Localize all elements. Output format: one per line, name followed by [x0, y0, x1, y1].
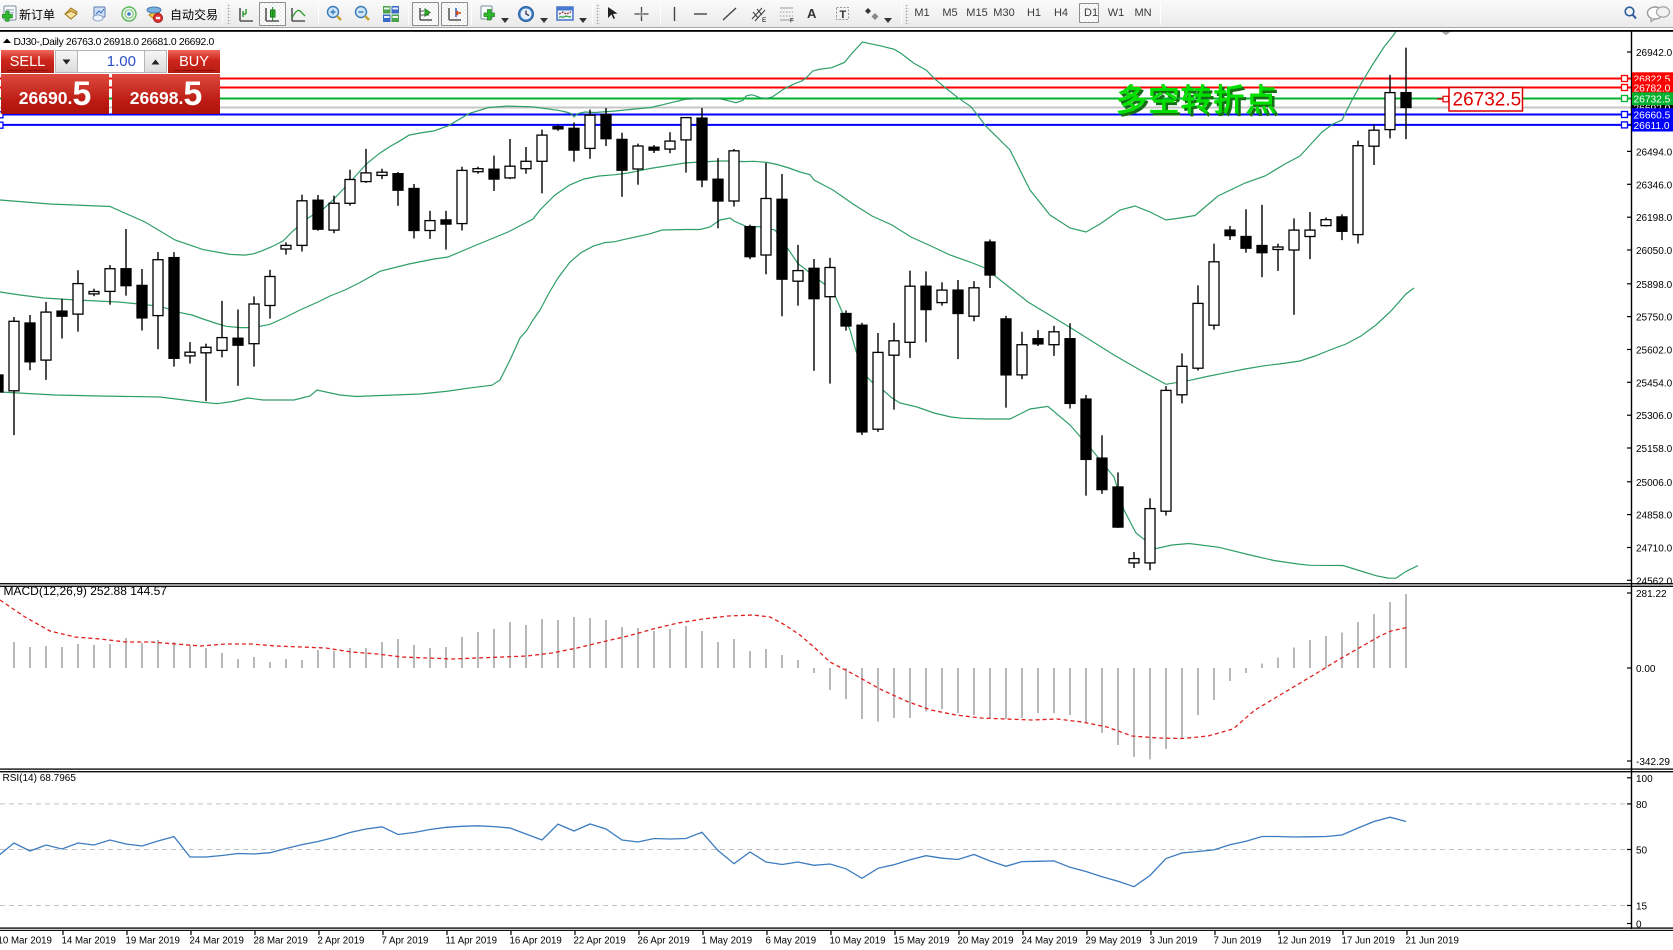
svg-text:25750.0: 25750.0 [1636, 313, 1673, 324]
svg-text:25158.0: 25158.0 [1636, 444, 1673, 455]
svg-text:80: 80 [1636, 800, 1648, 811]
svg-text:20 May 2019: 20 May 2019 [958, 936, 1014, 947]
svg-text:26660.5: 26660.5 [1634, 111, 1671, 122]
svg-text:10 May 2019: 10 May 2019 [830, 936, 886, 947]
svg-text:25306.0: 25306.0 [1636, 411, 1673, 422]
svg-text:22 Apr 2019: 22 Apr 2019 [574, 936, 626, 947]
svg-text:1 May 2019: 1 May 2019 [702, 936, 753, 947]
svg-text:24 Mar 2019: 24 Mar 2019 [190, 936, 244, 947]
svg-text:29 May 2019: 29 May 2019 [1086, 936, 1142, 947]
svg-text:26050.0: 26050.0 [1636, 246, 1673, 257]
svg-text:26 Apr 2019: 26 Apr 2019 [638, 936, 690, 947]
svg-text:10 Mar 2019: 10 Mar 2019 [0, 936, 52, 947]
svg-text:DJ30-,Daily 26763.0 26918.0 2: DJ30-,Daily 26763.0 26918.0 26681.0 2669… [14, 37, 215, 48]
svg-text:26732.5: 26732.5 [1453, 90, 1522, 111]
svg-text:26611.0: 26611.0 [1634, 121, 1670, 132]
svg-text:25602.0: 25602.0 [1636, 346, 1673, 357]
svg-text:26822.5: 26822.5 [1634, 75, 1671, 86]
svg-text:26198.0: 26198.0 [1636, 213, 1673, 224]
svg-text:26494.0: 26494.0 [1636, 147, 1673, 158]
svg-text:-342.29: -342.29 [1636, 757, 1670, 768]
svg-text:26782.0: 26782.0 [1634, 84, 1671, 95]
svg-text:21 Jun 2019: 21 Jun 2019 [1406, 936, 1459, 947]
svg-text:多空转折点: 多空转折点 [1119, 86, 1281, 121]
svg-text:12 Jun 2019: 12 Jun 2019 [1278, 936, 1331, 947]
svg-text:26732.5: 26732.5 [1634, 95, 1671, 106]
svg-text:15: 15 [1636, 902, 1648, 913]
svg-text:7 Jun 2019: 7 Jun 2019 [1214, 936, 1262, 947]
svg-text:2 Apr 2019: 2 Apr 2019 [318, 936, 365, 947]
svg-text:281.22: 281.22 [1636, 589, 1667, 600]
svg-text:15 May 2019: 15 May 2019 [894, 936, 950, 947]
svg-text:11 Apr 2019: 11 Apr 2019 [446, 936, 498, 947]
svg-text:25898.0: 25898.0 [1636, 280, 1673, 291]
svg-text:50: 50 [1636, 846, 1648, 857]
svg-text:24710.0: 24710.0 [1636, 544, 1673, 555]
svg-text:RSI(14) 68.7965: RSI(14) 68.7965 [3, 773, 77, 784]
svg-text:16 Apr 2019: 16 Apr 2019 [510, 936, 562, 947]
svg-text:19 Mar 2019: 19 Mar 2019 [126, 936, 180, 947]
svg-text:14 Mar 2019: 14 Mar 2019 [62, 936, 116, 947]
svg-text:6 May 2019: 6 May 2019 [766, 936, 817, 947]
svg-text:24562.0: 24562.0 [1636, 576, 1673, 587]
svg-text:26346.0: 26346.0 [1636, 180, 1673, 191]
svg-text:0: 0 [1636, 920, 1642, 931]
svg-text:24 May 2019: 24 May 2019 [1022, 936, 1078, 947]
svg-text:T: T [840, 9, 847, 21]
svg-text:E: E [762, 17, 767, 23]
svg-text:0.00: 0.00 [1636, 664, 1656, 675]
svg-text:7 Apr 2019: 7 Apr 2019 [382, 936, 429, 947]
svg-text:17 Jun 2019: 17 Jun 2019 [1342, 936, 1395, 947]
svg-text:MACD(12,26,9) 252.88 144.57: MACD(12,26,9) 252.88 144.57 [4, 584, 168, 598]
svg-text:25454.0: 25454.0 [1636, 378, 1673, 389]
svg-text:3 Jun 2019: 3 Jun 2019 [1150, 936, 1198, 947]
svg-text:26942.0: 26942.0 [1636, 48, 1673, 59]
svg-text:多空转折点: 多空转折点 [1116, 83, 1278, 118]
svg-text:24858.0: 24858.0 [1636, 511, 1673, 522]
svg-text:F: F [790, 18, 794, 24]
svg-text:28 Mar 2019: 28 Mar 2019 [254, 936, 308, 947]
svg-text:100: 100 [1636, 774, 1653, 785]
svg-text:25006.0: 25006.0 [1636, 478, 1673, 489]
